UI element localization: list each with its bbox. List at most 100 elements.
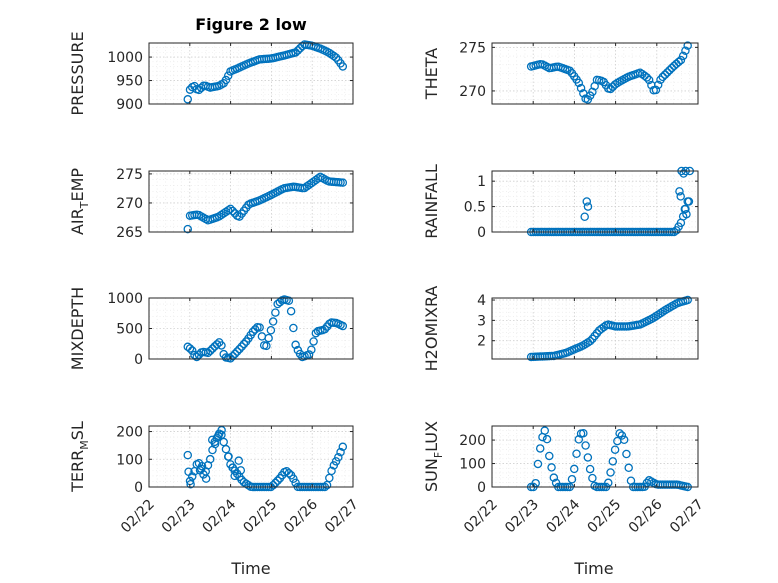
- data-point: [329, 51, 339, 61]
- data-point: [221, 75, 231, 85]
- y-tick-label: 1: [477, 174, 486, 190]
- axes-frame: [491, 297, 699, 360]
- x-tick-label: 02/22: [461, 497, 501, 537]
- data-point: [336, 447, 345, 457]
- data-point: [581, 441, 590, 450]
- axes-frame: [491, 425, 699, 488]
- y-tick-label: 200: [459, 433, 486, 449]
- x-tick-label: 02/26: [281, 496, 321, 536]
- data-point: [237, 342, 246, 351]
- y-tick-label: 275: [116, 167, 143, 183]
- data-point: [585, 464, 595, 474]
- data-point: [540, 426, 550, 435]
- x-tick-label: 02/27: [322, 497, 362, 537]
- data-point: [619, 435, 629, 445]
- x-tick-label: 02/26: [626, 496, 666, 536]
- data-point: [683, 41, 692, 50]
- data-point: [183, 450, 193, 460]
- data-point: [307, 345, 316, 355]
- data-point: [185, 344, 195, 353]
- data-point: [658, 72, 667, 82]
- panel-mixdepth: 0 500 1000 MIXDEPTH: [68, 287, 354, 370]
- y-tick-label: 270: [459, 84, 486, 100]
- data-point: [235, 344, 244, 354]
- data-point: [567, 474, 577, 484]
- x-tick-label: 02/25: [240, 497, 280, 537]
- y-tick-label: 0.5: [464, 200, 486, 216]
- data-point: [320, 325, 330, 334]
- y-tick-label: 275: [459, 40, 486, 56]
- data-point: [334, 452, 343, 462]
- data-point: [610, 80, 620, 89]
- data-point: [192, 352, 201, 362]
- x-tick-label: 02/23: [502, 497, 542, 537]
- data-point: [223, 206, 233, 215]
- data-point: [224, 452, 233, 461]
- data-point: [228, 463, 237, 472]
- data-point: [533, 459, 543, 469]
- data-point: [304, 350, 314, 359]
- data-point: [604, 478, 613, 488]
- data-point: [675, 187, 684, 196]
- data-point: [234, 456, 244, 465]
- data-point: [205, 346, 215, 356]
- y-axis-label: RAINFALL: [422, 164, 441, 239]
- panel-terr-msl: 0 100 200 02/22 02/23 02/24 02/25 02/26 02/27 TER…: [68, 421, 362, 536]
- data-point: [606, 84, 615, 94]
- y-axis-label: AIRTEMP: [68, 168, 91, 235]
- y-tick-label: 0: [477, 480, 486, 496]
- data-point: [183, 95, 193, 104]
- data-point: [658, 307, 667, 316]
- data-point: [579, 428, 588, 438]
- data-point: [680, 204, 690, 214]
- panel-air-temp: 265 270 275 AIRTEMP: [68, 167, 354, 241]
- data-point: [271, 308, 280, 317]
- data-point: [239, 339, 249, 349]
- data-point: [187, 346, 197, 355]
- data-point: [232, 347, 242, 356]
- data-point: [284, 296, 294, 306]
- data-point: [583, 202, 593, 211]
- x-axis-label-right: Time: [573, 559, 613, 578]
- data-point: [255, 323, 264, 332]
- data-point: [201, 474, 211, 483]
- data-point: [588, 87, 597, 97]
- data-point: [651, 85, 661, 95]
- data-point: [682, 209, 691, 219]
- data-point: [576, 83, 586, 93]
- data-point: [186, 479, 195, 489]
- data-point: [617, 431, 627, 440]
- data-point: [183, 224, 193, 234]
- y-axis-label: SUNFLUX: [422, 421, 445, 492]
- x-tick-label: 02/25: [585, 497, 625, 537]
- data-point: [535, 444, 545, 453]
- data-point: [311, 328, 321, 338]
- data-point: [570, 464, 579, 474]
- data-point: [592, 328, 602, 338]
- data-point: [338, 62, 348, 71]
- data-point: [684, 197, 694, 206]
- y-axis-label: TERRMSL: [68, 421, 91, 493]
- plot-area: [149, 426, 353, 487]
- data-point: [223, 71, 233, 80]
- data-point: [610, 445, 620, 454]
- y-tick-label: 1000: [107, 50, 143, 66]
- y-tick-label: 2: [477, 334, 486, 350]
- x-tick-label: 02/23: [159, 497, 199, 537]
- data-point: [676, 192, 685, 201]
- data-point: [327, 466, 336, 476]
- data-point: [583, 453, 593, 462]
- data-point: [338, 321, 348, 331]
- data-point: [195, 466, 205, 475]
- x-axis-label-left: Time: [230, 559, 270, 578]
- y-tick-label: 0: [477, 225, 486, 241]
- panel-rainfall: 0 0.5 1 RAINFALL: [422, 164, 699, 241]
- data-point: [205, 454, 215, 464]
- data-point: [291, 340, 300, 350]
- axes-frame: [148, 42, 354, 105]
- data-point: [622, 449, 631, 459]
- data-point: [549, 473, 559, 482]
- x-tick-label: 02/24: [543, 496, 583, 536]
- x-tick-label: 02/24: [200, 496, 240, 536]
